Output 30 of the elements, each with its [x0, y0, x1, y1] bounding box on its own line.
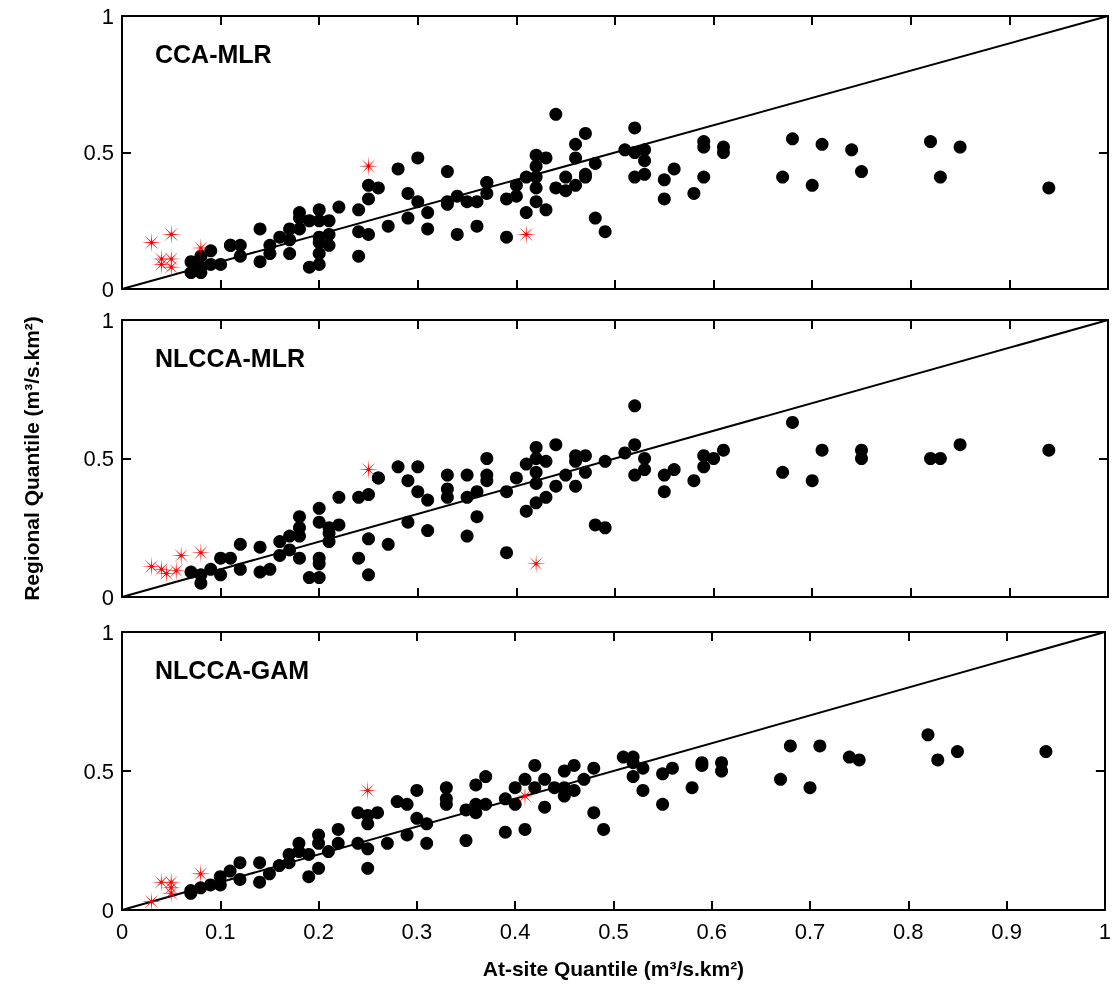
x-tick-label: 1 [1098, 918, 1112, 944]
point [141, 232, 162, 253]
y-tick-label: 0 [101, 897, 114, 923]
x-tick-label: 0.6 [696, 918, 728, 944]
x-tick-label: 0.9 [991, 918, 1022, 944]
text: CCA-MLR [155, 39, 272, 68]
y-tick-label: 1 [101, 3, 114, 29]
x-tick-label: 0.7 [794, 918, 826, 944]
x-tick-label: 0.8 [893, 918, 924, 944]
y-tick-label: 0 [101, 276, 114, 302]
y-tick-label: 0.5 [83, 140, 114, 165]
y-tick-label: 0.5 [83, 446, 114, 471]
y-axis-title: Regional Quantile (m³/s.km²) [20, 316, 43, 601]
x-tick-label: 0.1 [204, 918, 236, 944]
text: NLCCA-MLR [155, 343, 305, 372]
point [141, 556, 162, 577]
y-tick-label: 1 [101, 619, 114, 645]
x-tick-label: 0.5 [598, 918, 629, 944]
y-tick-label: 0.5 [83, 758, 114, 784]
text: NLCCA-GAM [155, 655, 310, 684]
x-axis-title: At-site Quantile (m³/s.km²) [482, 957, 745, 980]
point [358, 459, 379, 480]
point [141, 891, 162, 912]
point [151, 254, 172, 275]
x-tick-label: 0.2 [303, 918, 334, 944]
x-tick-label: 0.3 [401, 918, 433, 944]
point [156, 563, 177, 584]
x-tick-label: 0.4 [499, 918, 531, 944]
y-tick-label: 1 [101, 307, 114, 333]
y-tick-label: 0 [101, 584, 114, 610]
